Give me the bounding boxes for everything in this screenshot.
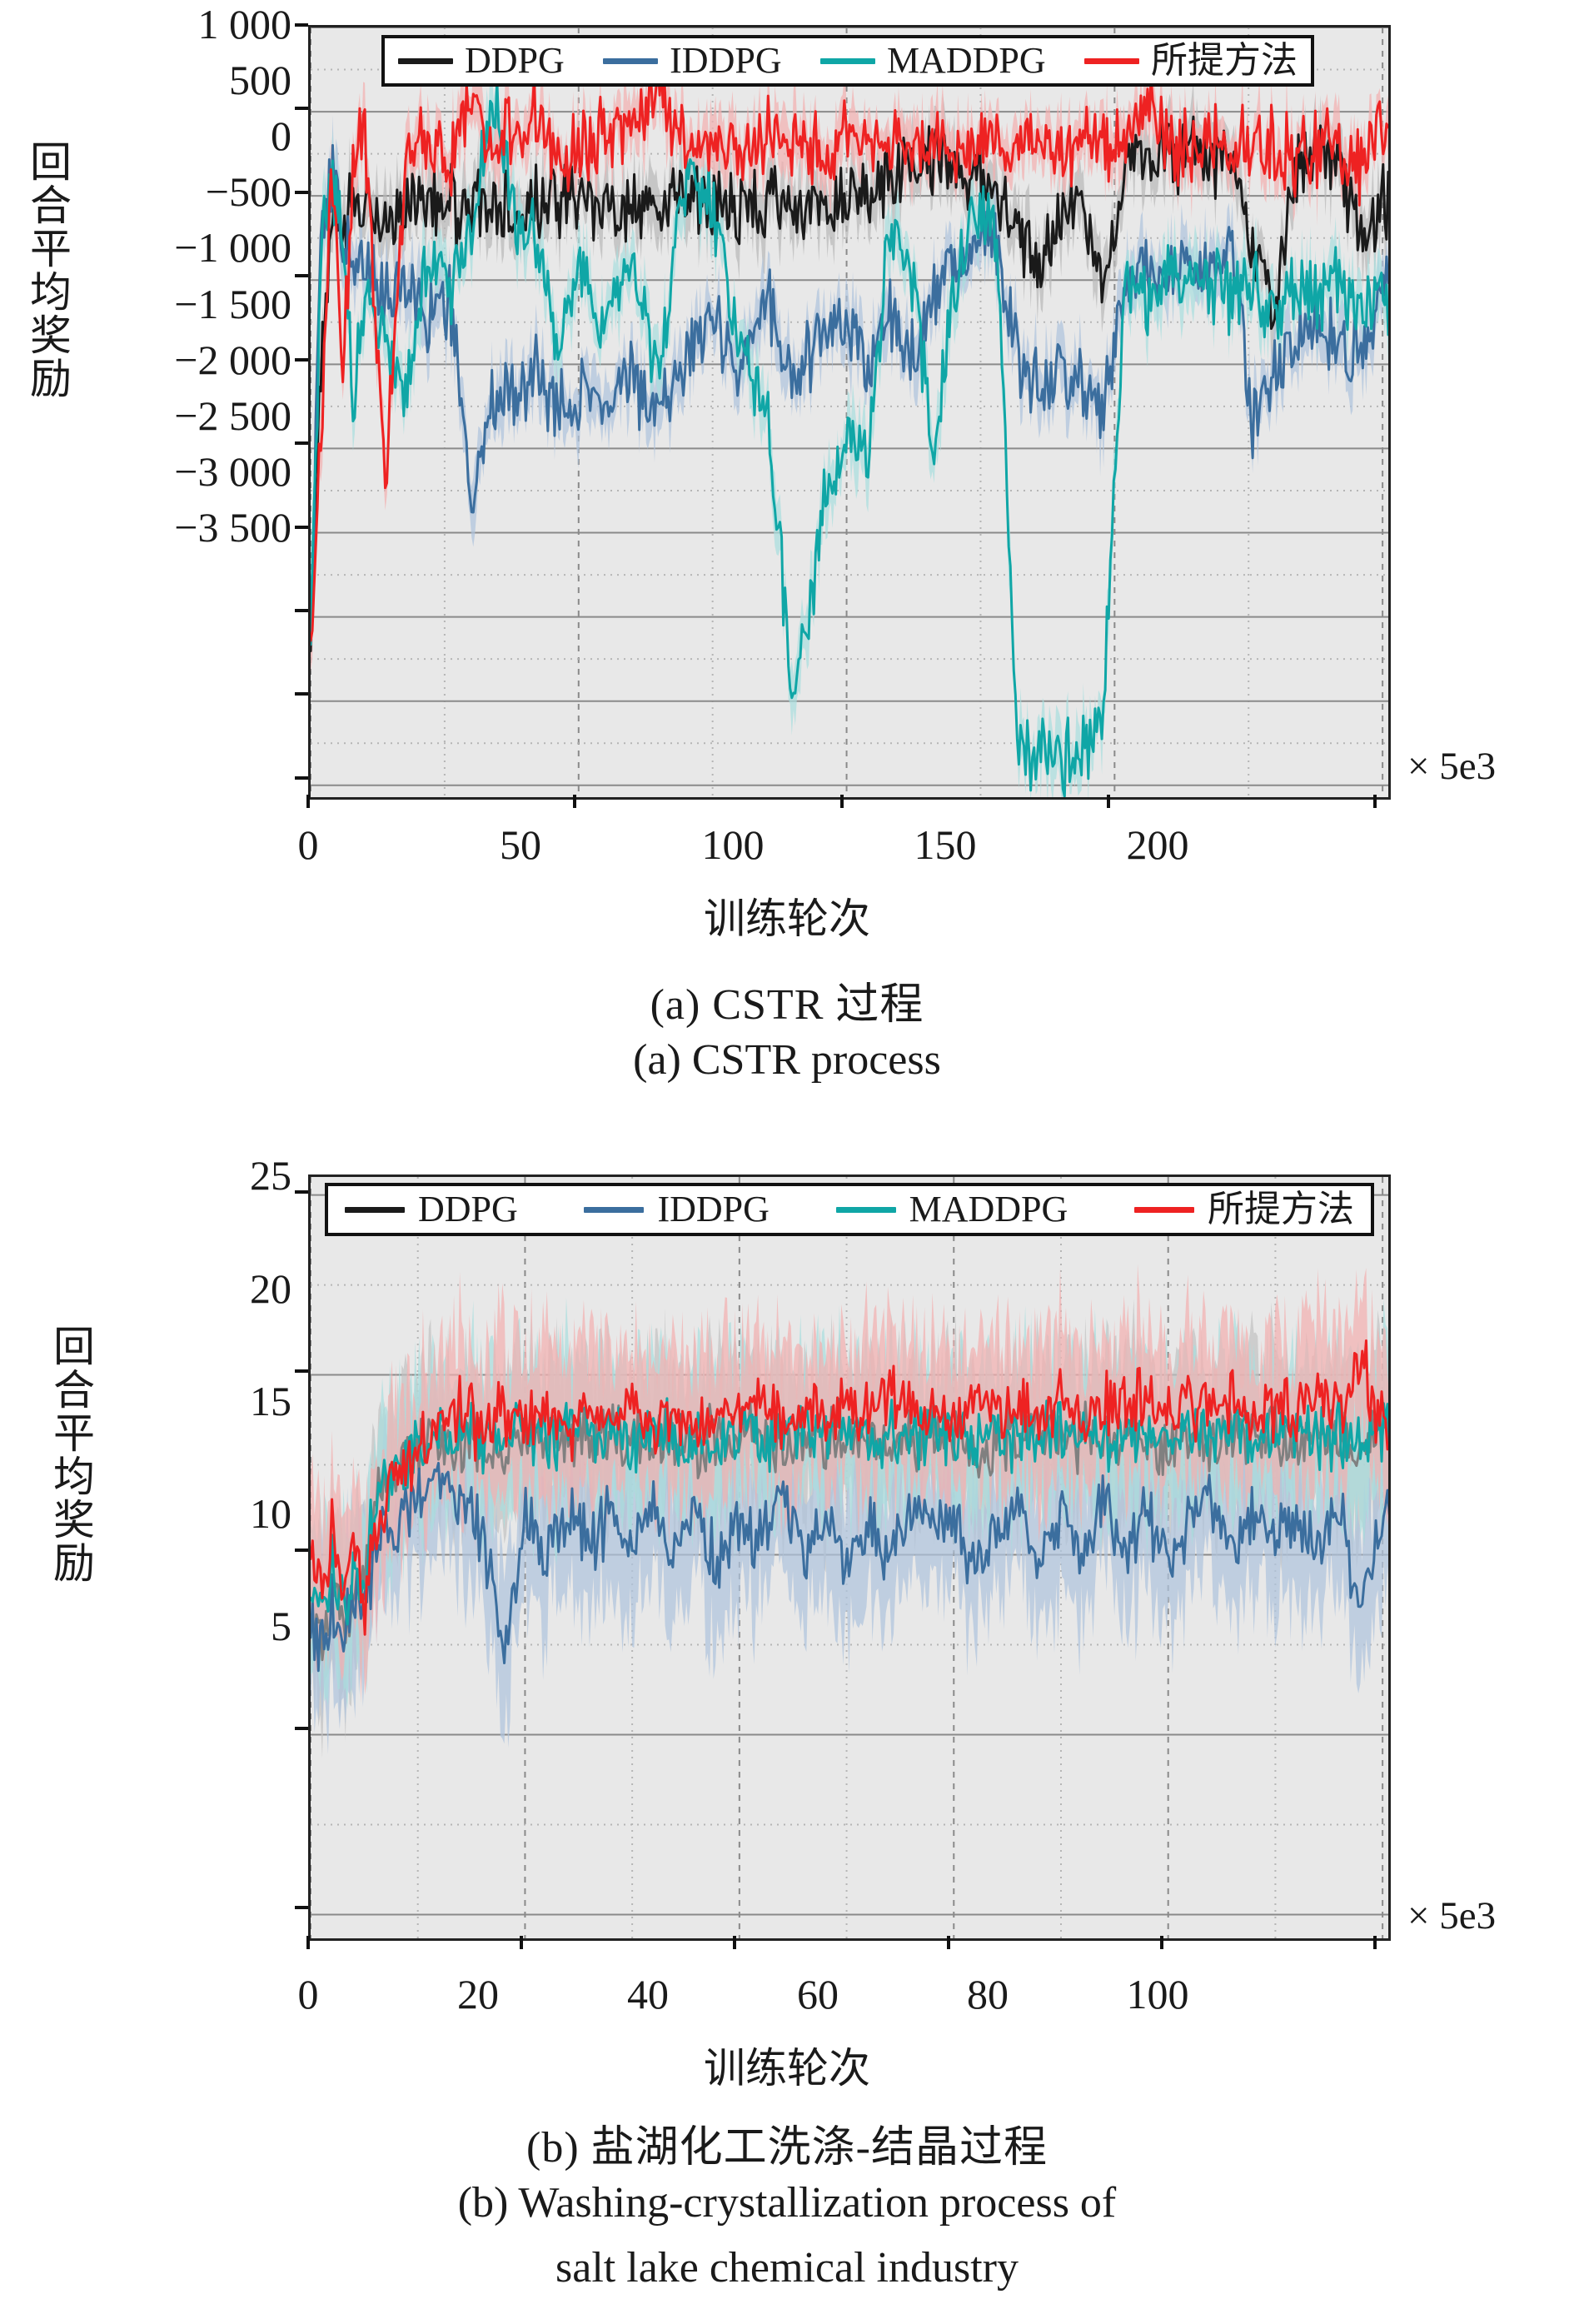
xtick-mark [839, 795, 844, 808]
xtick-mark [306, 795, 310, 808]
panel-a-ytick-3: −500 [205, 168, 291, 215]
ytick-mark [295, 1727, 308, 1731]
panel-b-x-multiplier: × 5e3 [1407, 1894, 1497, 1937]
xtick-mark [306, 1936, 310, 1949]
panel-a-xtick-1: 50 [500, 821, 541, 868]
xtick-mark [1159, 1936, 1163, 1949]
ytick-mark [295, 441, 308, 446]
panel-a-ytick-5: −1 500 [174, 281, 291, 327]
panel-a-ytick-8: −3 000 [174, 448, 291, 495]
panel-a-ytick-4: −1 000 [174, 224, 291, 271]
panel-a-ytick-1: 500 [229, 57, 291, 103]
legend-label-ddpg: DDPG [465, 40, 565, 81]
legend-swatch-maddpg [835, 1206, 896, 1213]
legend-swatch-iddpg [603, 57, 659, 64]
legend-item-proposed[interactable]: 所提方法 [1133, 1189, 1354, 1229]
panel-b-xtick-4: 80 [967, 1971, 1009, 2017]
panel-b-ytick-1: 20 [250, 1265, 291, 1312]
panel-b-xtick-0: 0 [297, 1971, 319, 2017]
legend-swatch-proposed [1083, 57, 1139, 64]
legend-label-maddpg: MADDPG [886, 40, 1046, 81]
panel-a-x-multiplier: × 5e3 [1407, 745, 1497, 788]
legend-item-ddpg[interactable]: DDPG [345, 1191, 518, 1228]
legend-label-proposed: 所提方法 [1150, 40, 1298, 81]
xtick-mark [1373, 795, 1377, 808]
xtick-mark [733, 1936, 737, 1949]
ytick-mark [295, 1548, 308, 1552]
legend-item-maddpg[interactable]: MADDPG [835, 1189, 1068, 1229]
panel-b-xlabel: 训练轮次 [704, 2045, 870, 2092]
panel-b-caption-en-2: salt lake chemical industry [555, 2244, 1019, 2292]
legend-swatch-maddpg [819, 57, 875, 64]
panel-b: 回合平均奖励 25 20 15 10 5 0 20 40 60 80 100 ×… [0, 1152, 1574, 2324]
ytick-mark [295, 357, 308, 362]
panel-a-ytick-6: −2 000 [174, 337, 291, 383]
ytick-mark [295, 107, 308, 111]
panel-b-caption-en-1: (b) Washing-crystallization process of [457, 2179, 1117, 2227]
ytick-mark [295, 190, 308, 194]
xtick-mark [946, 1936, 950, 1949]
ytick-mark [295, 1905, 308, 1909]
panel-b-ytick-2: 15 [250, 1378, 291, 1424]
legend-item-proposed[interactable]: 所提方法 [1083, 40, 1298, 81]
ytick-mark [295, 775, 308, 780]
panel-b-ytick-0: 25 [250, 1152, 291, 1199]
xtick-mark [573, 795, 577, 808]
xtick-mark [1373, 1936, 1377, 1949]
xtick-mark [520, 1936, 524, 1949]
panel-b-caption-cn: (b) 盐湖化工洗涤-结晶过程 [526, 2124, 1048, 2172]
panel-a-xlabel: 训练轮次 [704, 895, 870, 942]
legend-swatch-proposed [1133, 1206, 1194, 1213]
panel-a-ytick-9: −3 500 [174, 504, 291, 551]
panel-a-ytick-7: −2 500 [174, 392, 291, 439]
panel-b-xtick-2: 40 [627, 1971, 669, 2017]
panel-b-xtick-3: 60 [797, 1971, 839, 2017]
legend-label-ddpg: DDPG [418, 1189, 518, 1229]
panel-a-xtick-4: 200 [1126, 821, 1189, 868]
panel-a-xtick-0: 0 [297, 821, 319, 868]
panel-b-ylabel: 回合平均奖励 [47, 1324, 94, 1584]
legend-swatch-ddpg [398, 57, 453, 64]
legend-item-iddpg[interactable]: IDDPG [603, 40, 782, 81]
legend-label-proposed: 所提方法 [1207, 1189, 1354, 1229]
ytick-mark [295, 274, 308, 278]
legend-swatch-ddpg [345, 1206, 405, 1213]
legend-item-maddpg[interactable]: MADDPG [819, 40, 1046, 81]
ytick-mark [295, 525, 308, 529]
panel-a: 回合平均奖励 1 000 500 0 −500 −1 000 −1 500 −2… [0, 0, 1574, 1116]
legend-swatch-iddpg [584, 1206, 645, 1213]
ytick-mark [295, 1369, 308, 1373]
legend-item-ddpg[interactable]: DDPG [398, 42, 565, 79]
legend-label-iddpg: IDDPG [670, 40, 782, 81]
ytick-mark [295, 692, 308, 696]
panel-a-axes [308, 25, 1391, 800]
ytick-mark [295, 1190, 308, 1194]
ytick-mark [295, 23, 308, 27]
panel-a-plot [308, 25, 1391, 800]
panel-b-ytick-4: 5 [271, 1603, 291, 1649]
panel-b-ytick-3: 10 [250, 1490, 291, 1537]
panel-b-plot [308, 1174, 1391, 1941]
panel-a-caption-cn: (a) CSTR 过程 [650, 981, 924, 1029]
panel-b-legend: DDPG IDDPG MADDPG 所提方法 [325, 1183, 1374, 1236]
xtick-mark [1106, 795, 1110, 808]
panel-b-xtick-1: 20 [457, 1971, 499, 2017]
ytick-mark [295, 609, 308, 613]
panel-a-xtick-2: 100 [701, 821, 765, 868]
panel-a-legend: DDPG IDDPG MADDPG 所提方法 [381, 35, 1314, 87]
panel-a-xtick-3: 150 [914, 821, 977, 868]
panel-b-axes [308, 1174, 1391, 1941]
panel-a-ytick-2: 0 [271, 112, 291, 159]
legend-label-iddpg: IDDPG [657, 1189, 770, 1229]
panel-b-xtick-5: 100 [1126, 1971, 1189, 2017]
panel-a-ylabel: 回合平均奖励 [24, 140, 71, 400]
legend-item-iddpg[interactable]: IDDPG [584, 1189, 770, 1229]
legend-label-maddpg: MADDPG [909, 1189, 1068, 1229]
panel-a-caption-en: (a) CSTR process [633, 1036, 941, 1084]
panel-a-ytick-0: 1 000 [197, 1, 292, 47]
